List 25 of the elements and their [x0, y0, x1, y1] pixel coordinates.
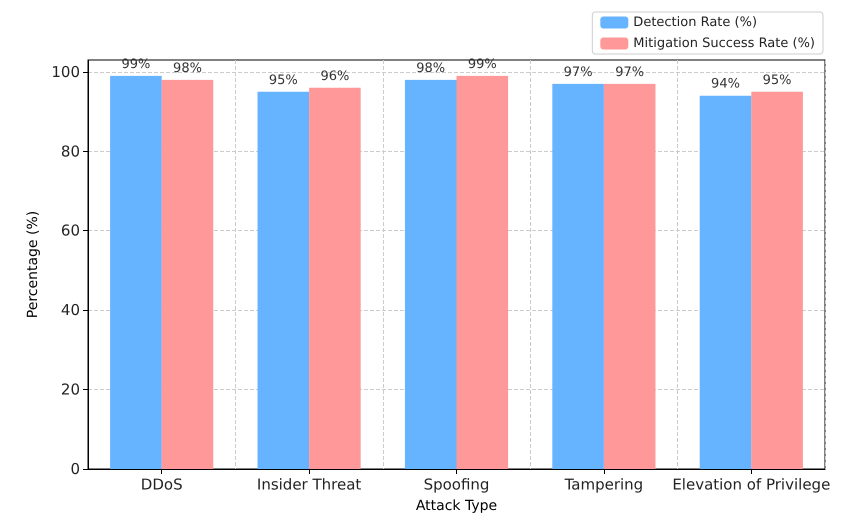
x-tick-label: Tampering — [564, 476, 644, 494]
y-axis-title: Percentage (%) — [25, 210, 41, 318]
data-label: 95% — [268, 72, 298, 88]
x-tick-label: DDoS — [140, 476, 183, 494]
data-label: 97% — [564, 64, 593, 80]
data-label: 98% — [416, 60, 446, 76]
x-tick-label: Spoofing — [424, 476, 490, 494]
data-label: 98% — [173, 60, 202, 76]
y-tick-label: 40 — [60, 301, 80, 320]
x-tick-label: Elevation of Privilege — [672, 476, 830, 494]
legend-label: Detection Rate (%) — [633, 15, 758, 30]
y-tick-label: 60 — [60, 222, 80, 240]
data-label: 99% — [121, 56, 150, 72]
data-label: 95% — [762, 72, 792, 88]
data-label: 94% — [711, 76, 740, 92]
x-tick-label: Insider Threat — [256, 476, 362, 494]
y-tick-label: 20 — [60, 380, 80, 399]
data-label: 97% — [615, 64, 644, 80]
data-label: 96% — [320, 68, 350, 84]
legend-label: Mitigation Success Rate (%) — [633, 36, 816, 51]
data-label: 99% — [468, 56, 497, 72]
y-tick-label: 100 — [51, 62, 80, 81]
y-tick-label: 80 — [60, 142, 80, 160]
x-axis-title: Attack Type — [416, 498, 498, 514]
y-tick-label: 0 — [70, 460, 80, 478]
